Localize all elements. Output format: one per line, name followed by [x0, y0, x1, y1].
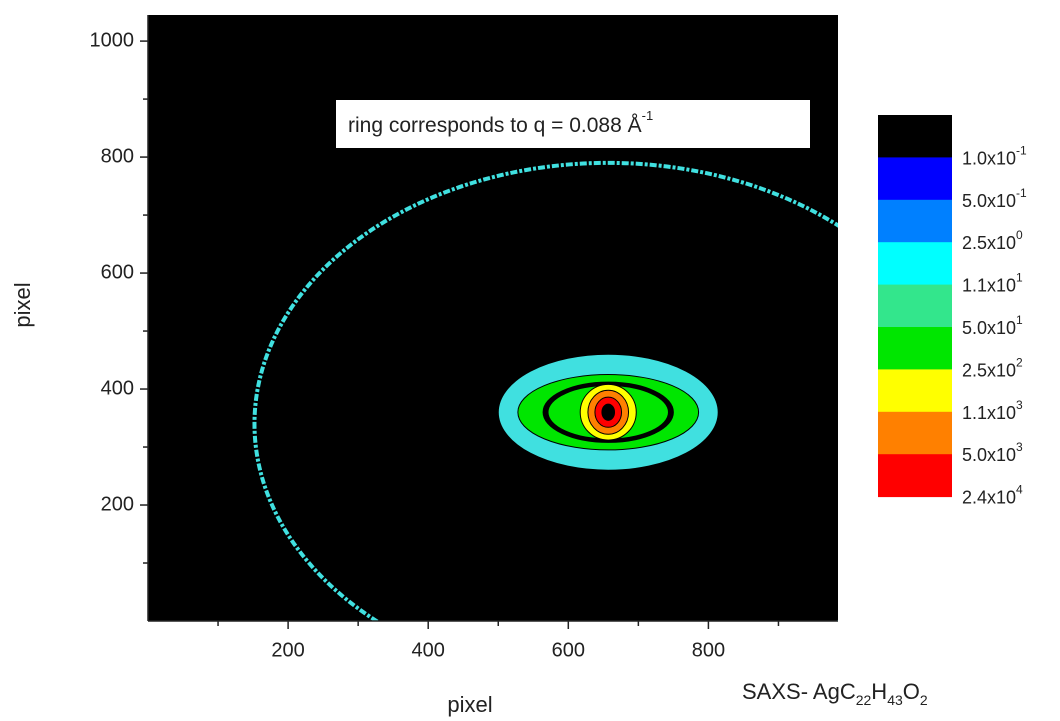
- script-part: 3: [1016, 398, 1023, 412]
- colorbar-label: 2.5x100: [962, 228, 1023, 253]
- colorbar-label: 2.4x104: [962, 483, 1023, 508]
- text-part: H: [871, 679, 887, 704]
- annotation: ring corresponds to q = 0.088 Å-1: [348, 108, 653, 136]
- x-tick-label: 200: [271, 639, 304, 661]
- y-tick-label: 200: [101, 493, 134, 515]
- colorbar-band: [878, 327, 952, 370]
- script-part: -1: [1016, 144, 1027, 158]
- text-part: SAXS- AgC: [742, 679, 856, 704]
- sample-name: SAXS- AgC22H43O2: [742, 679, 928, 708]
- intensity-contour: [601, 403, 616, 421]
- script-part: 3: [1016, 440, 1023, 454]
- text-part: 1.0x10: [962, 148, 1016, 168]
- text-part: ring corresponds to q = 0.088 Å: [348, 114, 642, 137]
- diffraction-ring: [252, 160, 838, 621]
- text-part: 5.0x10: [962, 318, 1016, 338]
- y-tick-label: 400: [101, 377, 134, 399]
- y-axis-label: pixel: [10, 282, 35, 327]
- colorbar-band: [878, 369, 952, 413]
- colorbar-band: [878, 115, 952, 158]
- script-part: -1: [642, 108, 654, 123]
- colorbar-label: 2.5x102: [962, 356, 1023, 381]
- colorbar-band: [878, 454, 952, 498]
- script-part: 1: [1016, 271, 1023, 285]
- x-tick-label: 600: [552, 639, 585, 661]
- y-tick-label: 600: [101, 261, 134, 283]
- colorbar-label: 1.1x101: [962, 271, 1023, 296]
- text-part: 1.1x10: [962, 403, 1016, 423]
- script-part: 2: [1016, 356, 1023, 370]
- text-part: 2.5x10: [962, 360, 1016, 380]
- colorbar-label: 5.0x10-1: [962, 186, 1027, 211]
- script-part: 2: [920, 692, 928, 708]
- script-part: 22: [856, 692, 872, 708]
- colorbar-band: [878, 284, 952, 328]
- script-part: 0: [1016, 228, 1023, 242]
- y-tick-label: 1000: [90, 29, 135, 51]
- script-part: 1: [1016, 313, 1023, 327]
- text-part: 5.0x10: [962, 445, 1016, 465]
- text-part: 2.4x10: [962, 487, 1016, 507]
- script-part: 43: [887, 692, 903, 708]
- colorbar-band: [878, 157, 952, 201]
- colorbar-band: [878, 199, 952, 243]
- colorbar-band: [878, 242, 952, 286]
- text-part: O: [903, 679, 920, 704]
- colorbar-label: 5.0x103: [962, 440, 1023, 465]
- x-tick-label: 400: [412, 639, 445, 661]
- text-part: 1.1x10: [962, 275, 1016, 295]
- y-tick-label: 800: [101, 145, 134, 167]
- text-part: 5.0x10: [962, 191, 1016, 211]
- text-part: 2.5x10: [962, 233, 1016, 253]
- colorbar-label: 5.0x101: [962, 313, 1023, 338]
- image-layer: [252, 160, 838, 621]
- colorbar-band: [878, 411, 952, 455]
- script-part: -1: [1016, 186, 1027, 200]
- colorbar-label: 1.1x103: [962, 398, 1023, 423]
- colorbar-label: 1.0x10-1: [962, 144, 1027, 169]
- x-axis-label: pixel: [447, 692, 492, 717]
- x-tick-label: 800: [692, 639, 725, 661]
- annotation-box: [336, 100, 810, 148]
- script-part: 4: [1016, 483, 1023, 497]
